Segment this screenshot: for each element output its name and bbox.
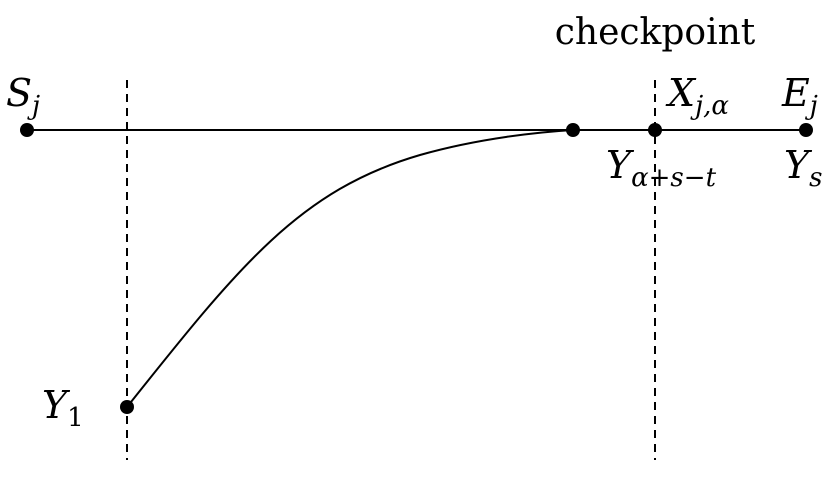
- checkpoint-label: checkpoint: [555, 12, 756, 53]
- label-E: Ej: [781, 71, 818, 121]
- node-E: [799, 123, 813, 137]
- convergence-curve: [126, 129, 574, 408]
- node-merge: [566, 123, 580, 137]
- label-X: Xj,α: [665, 71, 729, 121]
- node-S: [20, 123, 34, 137]
- label-S: Sj: [6, 71, 40, 121]
- label-Y-end: Ys: [784, 143, 822, 193]
- label-Y-mid: Yα+s−t: [606, 143, 717, 193]
- label-Y-start: Y1: [42, 383, 84, 433]
- node-checkpoint: [648, 123, 662, 137]
- node-Y1: [120, 400, 134, 414]
